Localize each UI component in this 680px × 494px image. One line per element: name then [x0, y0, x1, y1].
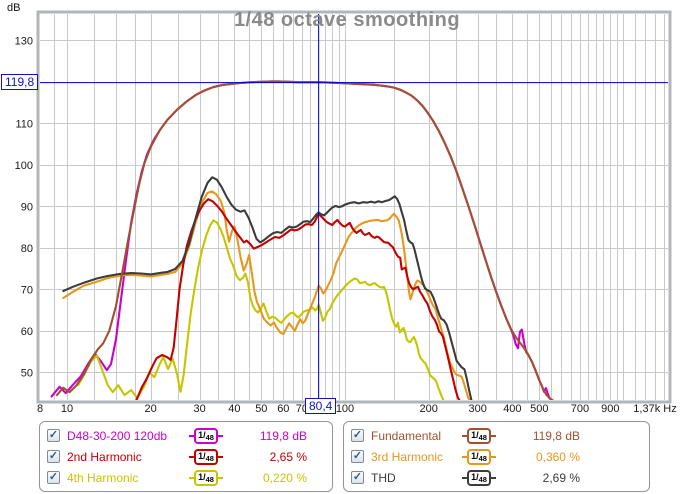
badge-stub-icon [217, 434, 223, 437]
smoothing-fraction: 1/48 [194, 448, 218, 465]
cursor-db-readout: 119,8 [1, 74, 39, 90]
badge-stub-icon [490, 434, 496, 437]
trace-visibility-checkbox[interactable]: ✓ [47, 471, 60, 484]
trace-label: D48-30-200 120db [67, 428, 168, 443]
legend-row: ✓ 2nd Harmonic 1/48 2,65 % [40, 446, 332, 467]
trace-cursor-value: 2,69 % [542, 470, 580, 485]
smoothing-badge[interactable]: 1/48 [456, 427, 502, 444]
trace-legend: ✓ D48-30-200 120db 1/48 119,8 dB ✓ 2nd Harmon… [39, 421, 650, 492]
trace-label: 2nd Harmonic [67, 449, 142, 464]
legend-row: ✓ D48-30-200 120db 1/48 119,8 dB [40, 425, 332, 446]
smoothing-badge[interactable]: 1/48 [183, 427, 229, 444]
badge-stub-icon [217, 455, 223, 458]
y-tick-label: 50 [21, 367, 33, 379]
badge-stub-icon [217, 476, 223, 479]
x-tick-label: 500 [530, 403, 548, 415]
series-fundamental [55, 80, 554, 400]
trace-visibility-checkbox[interactable]: ✓ [351, 450, 364, 463]
badge-stub-icon [490, 476, 496, 479]
legend-row: ✓ 3rd Harmonic 1/48 0,360 % [344, 446, 649, 467]
badge-stub-icon [189, 434, 195, 437]
y-tick-label: 110 [15, 118, 33, 130]
y-tick-label: 80 [21, 243, 33, 255]
trace-cursor-value: 2,65 % [269, 449, 307, 464]
smoothing-fraction: 1/48 [194, 427, 218, 444]
trace-label: THD [371, 470, 396, 485]
smoothing-fraction: 1/48 [467, 427, 491, 444]
trace-visibility-checkbox[interactable]: ✓ [47, 450, 60, 463]
trace-cursor-value: 0,220 % [262, 470, 307, 485]
smoothing-fraction: 1/48 [467, 448, 491, 465]
y-tick-label: 90 [21, 201, 33, 213]
badge-stub-icon [189, 476, 195, 479]
trace-visibility-checkbox[interactable]: ✓ [47, 429, 60, 442]
legend-row: ✓ Fundamental 1/48 119,8 dB [344, 425, 649, 446]
x-tick-label: 50 [255, 403, 267, 415]
x-tick-label: 60 [277, 403, 289, 415]
trace-visibility-checkbox[interactable]: ✓ [351, 471, 364, 484]
x-tick-label: 100 [336, 403, 354, 415]
y-tick-label: 100 [15, 160, 33, 172]
x-tick-label: 10 [61, 403, 73, 415]
smoothing-fraction: 1/48 [194, 469, 218, 486]
smoothing-fraction: 1/48 [467, 469, 491, 486]
trace-label: 3rd Harmonic [371, 449, 444, 464]
y-axis-unit-label: dB [7, 2, 21, 14]
x-tick-label: 70 [296, 403, 308, 415]
trace-visibility-checkbox[interactable]: ✓ [351, 429, 364, 442]
smoothing-badge[interactable]: 1/48 [183, 448, 229, 465]
trace-cursor-value: 0,360 % [535, 449, 580, 464]
y-tick-label: 60 [21, 326, 33, 338]
x-tick-label: 8 [37, 403, 43, 415]
x-tick-label: 400 [503, 403, 521, 415]
x-tick-label: 40 [228, 403, 240, 415]
badge-stub-icon [490, 455, 496, 458]
badge-stub-icon [189, 455, 195, 458]
trace-cursor-value: 119,8 dB [532, 428, 580, 443]
legend-row: ✓ THD 1/48 2,69 % [344, 467, 649, 488]
series-2nd-harmonic [135, 198, 461, 400]
cursor-freq-readout: 80,4 [305, 398, 337, 414]
x-tick-label: 20 [145, 403, 157, 415]
legend-box: ✓ D48-30-200 120db 1/48 119,8 dB ✓ 2nd Harmon… [39, 421, 333, 492]
series-thd [62, 176, 473, 400]
chart-title: 1/48 octave smoothing [233, 9, 461, 31]
badge-stub-icon [462, 476, 468, 479]
trace-label: 4th Harmonic [67, 470, 139, 485]
badge-stub-icon [462, 455, 468, 458]
x-tick-label: 1,37k Hz [633, 403, 676, 415]
smoothing-badge[interactable]: 1/48 [456, 448, 502, 465]
smoothing-badge[interactable]: 1/48 [456, 469, 502, 486]
x-tick-label: 300 [468, 403, 486, 415]
smoothing-badge[interactable]: 1/48 [183, 469, 229, 486]
trace-label: Fundamental [371, 428, 442, 443]
x-tick-label: 200 [420, 403, 438, 415]
legend-box: ✓ Fundamental 1/48 119,8 dB ✓ 3rd Harmonic 1/4… [343, 421, 650, 492]
x-tick-label: 30 [194, 403, 206, 415]
y-tick-label: 130 [15, 35, 33, 47]
badge-stub-icon [462, 434, 468, 437]
trace-cursor-value: 119,8 dB [259, 428, 307, 443]
series-4th-harmonic [77, 219, 445, 400]
legend-row: ✓ 4th Harmonic 1/48 0,220 % [40, 467, 332, 488]
x-tick-label: 700 [571, 403, 589, 415]
x-tick-label: 900 [601, 403, 619, 415]
y-tick-label: 70 [21, 284, 33, 296]
